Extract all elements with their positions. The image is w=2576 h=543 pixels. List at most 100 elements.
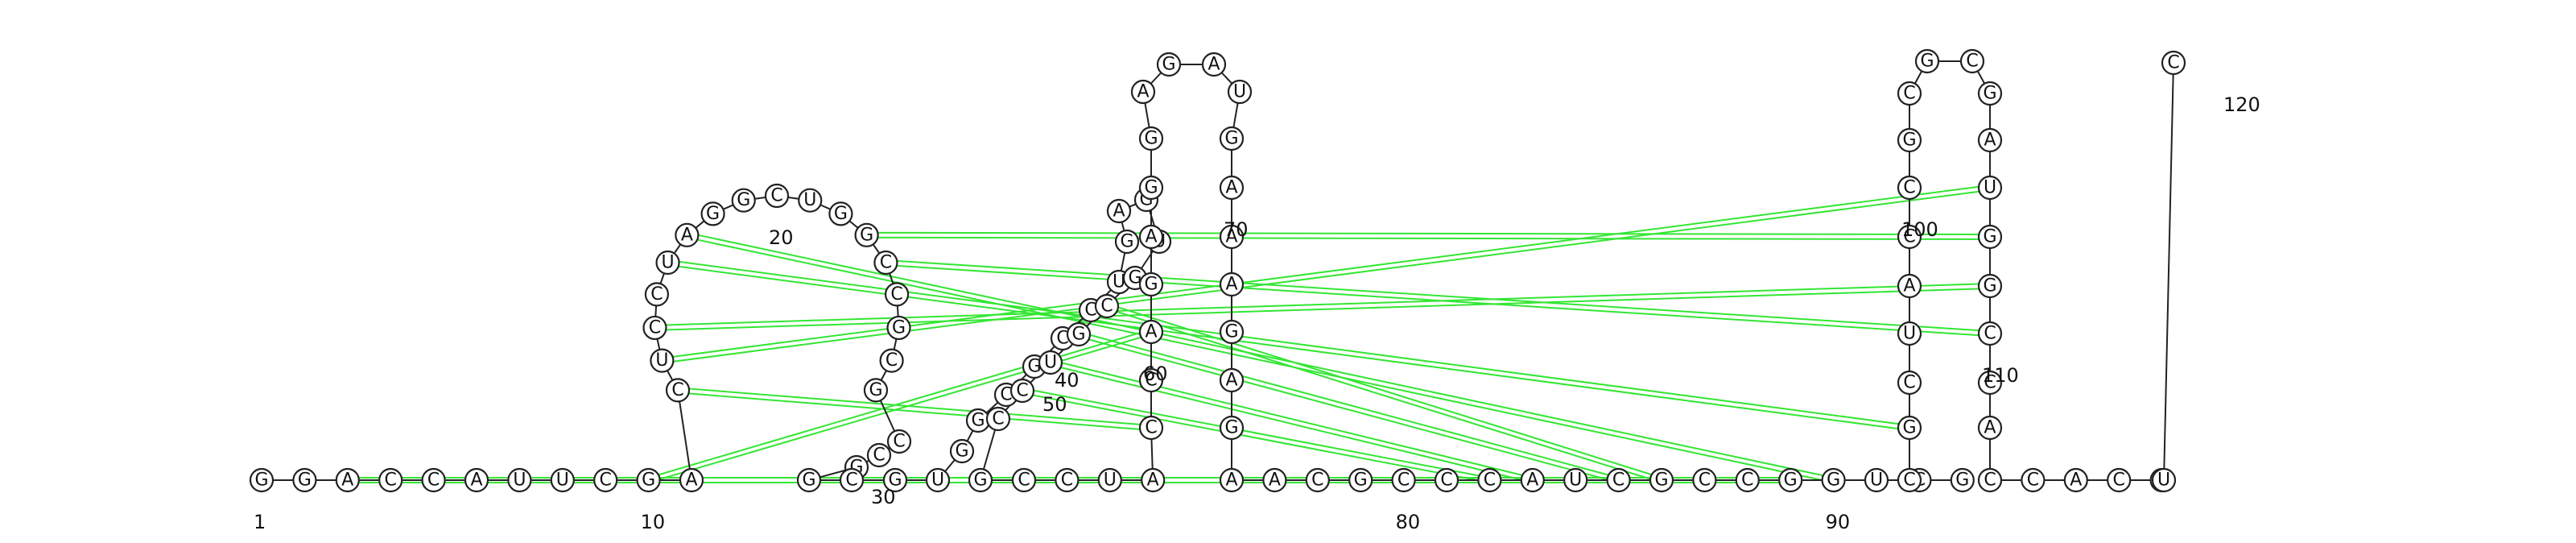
svg-text:G: G	[298, 470, 312, 491]
pseudoknot-pair-line	[677, 392, 1152, 431]
svg-text:C: C	[1397, 470, 1410, 491]
svg-text:U: U	[1903, 324, 1916, 344]
nucleotide-85: C	[1606, 467, 1631, 493]
nucleotide-36: G	[949, 438, 975, 464]
nucleotide-56: U	[1097, 467, 1122, 493]
pseudoknot-pair-line	[1106, 303, 1662, 479]
nucleotide-48: C	[1094, 293, 1120, 319]
svg-text:U: U	[1104, 470, 1117, 491]
backbone-segment	[2163, 62, 2174, 481]
svg-text:G: G	[1654, 470, 1668, 491]
svg-text:U: U	[1569, 470, 1582, 491]
svg-text:G: G	[1983, 84, 1996, 104]
pseudoknot-pair-line	[886, 263, 1991, 337]
svg-text:C: C	[1000, 385, 1012, 405]
svg-text:C: C	[1903, 470, 1915, 491]
nucleotide-94: C	[1897, 467, 1922, 493]
svg-text:G: G	[1224, 129, 1238, 149]
nucleotide-22: G	[828, 201, 853, 226]
svg-text:G: G	[860, 225, 873, 245]
svg-text:G: G	[869, 380, 882, 400]
svg-text:G: G	[1027, 357, 1041, 377]
svg-text:G: G	[1128, 268, 1141, 288]
nucleotide-96: C	[1897, 370, 1922, 396]
nucleotide-16: U	[655, 250, 680, 276]
svg-text:G: G	[1983, 276, 1996, 296]
svg-text:G: G	[955, 441, 968, 462]
svg-text:A: A	[1269, 470, 1281, 491]
position-label: 120	[2223, 93, 2260, 116]
nucleotide-55: C	[1055, 467, 1080, 493]
svg-text:A: A	[1903, 276, 1915, 296]
nucleotide-68: U	[1227, 79, 1253, 105]
svg-text:C: C	[1741, 470, 1753, 491]
svg-text:A: A	[1984, 131, 1996, 151]
svg-text:A: A	[2070, 470, 2082, 491]
svg-text:U: U	[662, 252, 675, 272]
nucleotide-6: A	[464, 467, 489, 493]
svg-text:U: U	[1113, 272, 1125, 292]
nucleotide-99: C	[1897, 224, 1922, 250]
nucleotide-98: A	[1897, 273, 1922, 299]
svg-text:C: C	[2027, 470, 2039, 491]
nucleotide-86: G	[1649, 467, 1674, 493]
svg-text:C: C	[890, 284, 902, 305]
nucleotide-5: C	[421, 467, 446, 493]
svg-text:C: C	[650, 284, 663, 305]
nucleotide-95: G	[1897, 415, 1922, 441]
nucleotide-9: C	[593, 467, 618, 493]
position-label: 30	[871, 486, 896, 508]
svg-text:G: G	[1955, 470, 1969, 491]
nucleotide-15: C	[644, 282, 670, 307]
nucleotide-67: A	[1201, 52, 1227, 77]
nucleotide-78: C	[1305, 467, 1330, 493]
nucleotide-97: U	[1897, 321, 1922, 346]
svg-text:C: C	[873, 446, 885, 466]
nucleotide-91: U	[1864, 467, 1889, 493]
svg-text:G: G	[1144, 178, 1158, 198]
svg-text:A: A	[1984, 418, 1996, 438]
nucleotide-64: G	[1138, 126, 1164, 151]
nucleotide-109: G	[1977, 273, 2003, 299]
nucleotide-103: G	[1914, 48, 1940, 74]
svg-text:C: C	[1084, 301, 1096, 321]
pseudoknot-pair-line	[1022, 388, 1490, 479]
nucleotide-80: C	[1391, 467, 1416, 493]
svg-text:C: C	[1100, 296, 1113, 317]
nucleotide-101: G	[1897, 127, 1922, 153]
nucleotide-114: C	[2021, 467, 2046, 493]
position-label: 1	[254, 511, 266, 533]
nucleotide-69: G	[1219, 126, 1245, 151]
svg-text:G: G	[1902, 131, 1916, 151]
svg-text:U: U	[556, 470, 569, 491]
svg-text:G: G	[1162, 55, 1175, 75]
svg-text:C: C	[427, 470, 440, 491]
nucleotide-82: C	[1477, 467, 1502, 493]
pseudoknot-pair-line	[667, 259, 1910, 426]
svg-text:G: G	[706, 204, 720, 224]
svg-text:G: G	[1983, 227, 1996, 247]
nucleotide-75: G	[1219, 415, 1245, 441]
svg-text:A: A	[1145, 227, 1157, 247]
nucleotide-24: C	[873, 250, 898, 276]
svg-text:A: A	[1225, 227, 1237, 247]
svg-text:C: C	[385, 470, 397, 491]
svg-text:C: C	[2113, 470, 2125, 491]
nucleotide-112: A	[1977, 415, 2003, 441]
pseudoknot-pair-line	[1078, 336, 1619, 483]
position-label: 110	[1982, 364, 2019, 387]
pseudoknot-pair-line	[687, 236, 1834, 483]
nucleotide-19: G	[731, 188, 756, 213]
svg-text:G: G	[892, 317, 906, 338]
nucleotide-81: C	[1434, 467, 1459, 493]
nucleotide-59: C	[1138, 367, 1164, 393]
position-label: 100	[1901, 218, 1938, 241]
pseudoknot-pair-line	[662, 189, 1991, 364]
svg-text:G: G	[1144, 275, 1158, 295]
nucleotide-108: G	[1977, 224, 2003, 250]
svg-text:C: C	[1699, 470, 1711, 491]
nucleotide-77: A	[1262, 467, 1287, 493]
nucleotide-3: A	[335, 467, 360, 493]
svg-text:C: C	[2167, 53, 2179, 73]
nucleotide-37: G	[965, 408, 991, 433]
